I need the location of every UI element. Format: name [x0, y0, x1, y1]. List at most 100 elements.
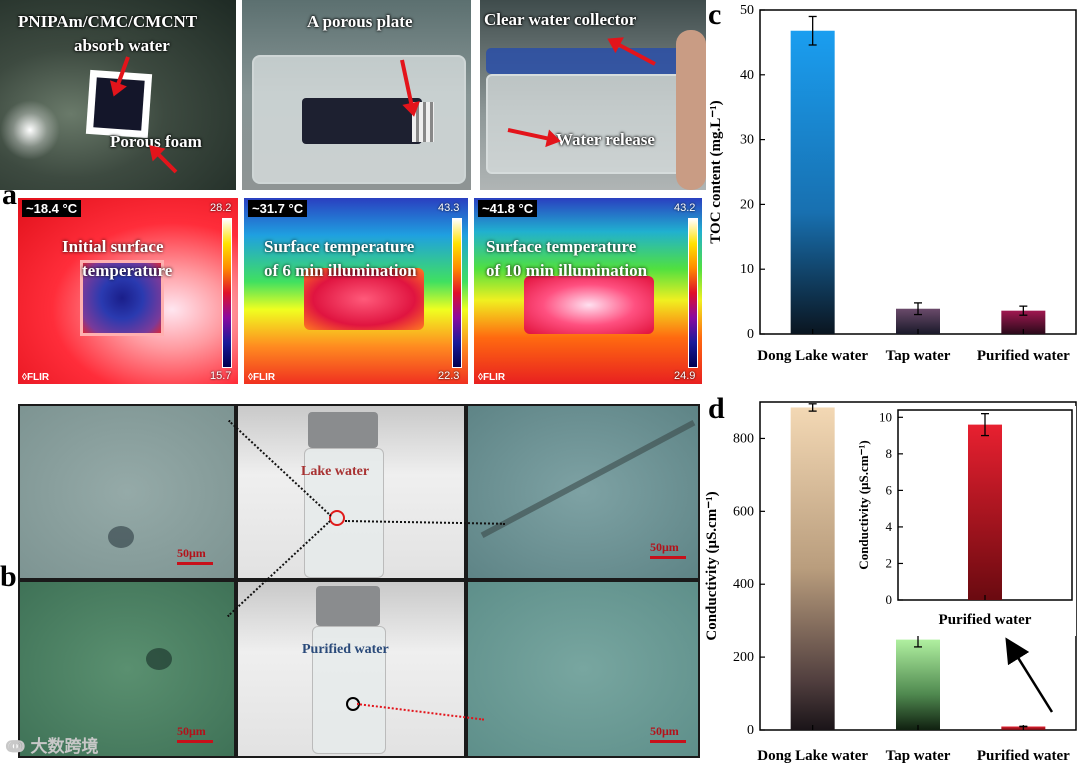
scalebar-line [650, 740, 686, 743]
scalebar-purified-left: 50μm [177, 724, 213, 743]
conductivity-inset-chart: 0 2 4 6 8 10 Purified water Conductivity (μS.cm… [856, 406, 1076, 713]
panel-label-d: d [708, 392, 725, 425]
bar-2 [1001, 726, 1046, 730]
thermal-min-6min: 22.3 [438, 370, 460, 382]
caption-porous-plate: A porous plate [307, 12, 413, 31]
bar-0 [790, 407, 835, 730]
y-tick-label: 30 [740, 133, 754, 148]
thermal-caption-10min-1: Surface temperature [486, 237, 637, 256]
y-tick-label: 2 [886, 555, 893, 570]
y-tick-label: 0 [747, 723, 754, 738]
scalebar-line [650, 556, 686, 559]
thermal-readout-6min: ~31.7 °C [248, 200, 308, 217]
thermal-caption-initial-1: Initial surface [62, 237, 164, 256]
scalebar-lake-left: 50μm [177, 546, 213, 565]
y-tick-label: 4 [886, 519, 893, 534]
thermal-caption-10min-2: of 10 min illumination [486, 261, 648, 280]
thermal-image-6min [244, 198, 468, 384]
thermal-max-6min: 43.3 [438, 202, 460, 214]
plot-frame [759, 9, 1077, 335]
y-tick-label: 8 [886, 446, 893, 461]
category-label: Purified water [939, 612, 1032, 628]
y-axis-label: Conductivity (μS.cm⁻¹) [704, 491, 720, 640]
vial-purified-photo [238, 582, 464, 756]
watermark: ↈ 大数跨境 [6, 732, 99, 757]
vial-lake-photo [238, 406, 464, 578]
panel-label-c: c [708, 0, 722, 31]
caption-release: Water release [556, 130, 655, 149]
category-label: Dong Lake water [757, 748, 868, 764]
category-label: Purified water [977, 748, 1070, 764]
y-tick-label: 10 [740, 262, 754, 277]
thermal-min-10min: 24.9 [674, 370, 696, 382]
scalebar-lake-right: 50μm [650, 540, 686, 559]
thermal-max-initial: 28.2 [210, 202, 232, 214]
y-axis-label: Conductivity (μS.cm⁻¹) [856, 440, 871, 569]
micro-purified-left [20, 582, 234, 756]
hand [676, 30, 706, 190]
particle [108, 526, 134, 548]
caption-absorb-line2: absorb water [74, 36, 170, 55]
y-tick-label: 800 [733, 431, 754, 446]
fiber [480, 420, 696, 538]
vial-cap [308, 412, 378, 448]
bar-1 [896, 308, 940, 334]
category-label: Tap water [886, 748, 951, 764]
colorbar-10min [688, 218, 698, 368]
cold-sample [80, 260, 164, 336]
conductivity-chart: 0 200 400 600 800 Dong Lake water Tap water Pur… [704, 401, 1077, 764]
category-label: Purified water [977, 348, 1070, 364]
y-tick-label: 400 [733, 577, 754, 592]
thermal-min-initial: 15.7 [210, 370, 232, 382]
panel-label-a: a [2, 178, 17, 211]
scalebar-purified-right: 50μm [650, 724, 686, 743]
hot-sample-6min [304, 268, 424, 330]
flir-logo-10min: ◊FLIR [478, 372, 506, 383]
caption-absorb-line1: PNIPAm/CMC/CMCNT [18, 12, 198, 31]
y-tick-label: 600 [733, 504, 754, 519]
scalebar-line [177, 740, 213, 743]
scalebar-label: 50μm [650, 540, 679, 554]
colorbar-initial [222, 218, 232, 368]
plot-frame [759, 401, 1077, 731]
watermark-icon: ↈ [6, 737, 31, 757]
category-label: Dong Lake water [757, 348, 868, 364]
scalebar-label: 50μm [650, 724, 679, 738]
scalebar-label: 50μm [177, 724, 206, 738]
y-tick-label: 40 [740, 68, 754, 83]
y-tick-label: 0 [747, 327, 754, 342]
y-tick-label: 6 [886, 482, 893, 497]
vial-body [312, 626, 386, 754]
thermal-caption-6min-2: of 6 min illumination [264, 261, 417, 280]
panel-label-b: b [0, 560, 17, 593]
bar-2 [1001, 310, 1046, 334]
collector-box [486, 74, 702, 174]
purified-water-label: Purified water [302, 642, 389, 657]
y-tick-label: 20 [740, 197, 754, 212]
category-label: Tap water [886, 348, 951, 364]
lake-water-label: Lake water [301, 464, 370, 479]
plot-frame [897, 409, 1073, 601]
thermal-caption-6min-1: Surface temperature [264, 237, 415, 256]
y-axis-label: TOC content (mg.L⁻¹) [708, 100, 724, 243]
y-tick-label: 200 [733, 650, 754, 665]
y-tick-label: 0 [886, 592, 893, 607]
micro-lake-right [468, 406, 698, 578]
caption-collector: Clear water collector [484, 10, 637, 29]
bar-0 [790, 30, 835, 335]
flir-logo-6min: ◊FLIR [248, 372, 276, 383]
micro-purified-right [468, 582, 698, 756]
thermal-max-10min: 43.2 [674, 202, 696, 214]
toc-chart: 0 10 20 30 40 50 Dong Lake water Tap water Purif… [708, 3, 1077, 364]
watermark-text: 大数跨境 [30, 737, 99, 757]
thermal-image-10min [474, 198, 702, 384]
y-tick-label: 10 [879, 409, 892, 424]
particle [146, 648, 172, 670]
hot-sample-10min [524, 276, 654, 334]
bar-1 [896, 639, 940, 730]
lake-sample-marker [329, 510, 345, 526]
scalebar-line [177, 562, 213, 565]
bar-0 [968, 424, 1002, 600]
photo-foam-absorb [0, 0, 236, 190]
inset-pointer-arrow [1005, 637, 1054, 713]
